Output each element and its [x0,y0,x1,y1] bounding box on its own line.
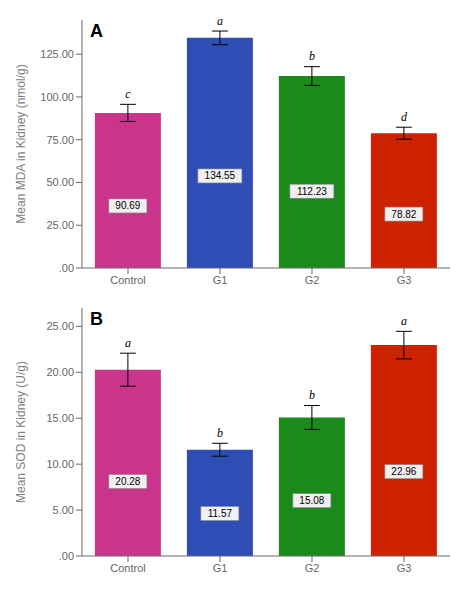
svg-text:Mean MDA in Kidney (nmol/g): Mean MDA in Kidney (nmol/g) [14,64,28,223]
svg-text:b: b [309,388,315,402]
svg-text:b: b [217,426,223,440]
svg-text:25.00: 25.00 [46,219,74,231]
svg-text:5.00: 5.00 [53,504,74,516]
svg-text:Control: Control [110,562,145,574]
svg-text:G1: G1 [213,562,228,574]
svg-text:78.82: 78.82 [391,209,416,220]
svg-text:Mean SOD in Kidney (U/g): Mean SOD in Kidney (U/g) [14,361,28,503]
svg-text:112.23: 112.23 [297,186,327,197]
svg-text:20.28: 20.28 [115,476,140,487]
svg-text:Control: Control [110,274,145,286]
svg-text:20.00: 20.00 [46,366,74,378]
svg-text:125.00: 125.00 [40,48,74,60]
svg-text:50.00: 50.00 [46,176,74,188]
html-text:B: B [90,309,103,329]
svg-text:134.55: 134.55 [205,170,236,181]
svg-text:100.00: 100.00 [40,91,74,103]
svg-text:G3: G3 [397,562,412,574]
svg-text:75.00: 75.00 [46,134,74,146]
svg-text:a: a [401,314,407,328]
svg-text:a: a [125,336,131,350]
svg-text:15.08: 15.08 [299,495,324,506]
svg-text:90.69: 90.69 [115,200,140,211]
svg-text:.00: .00 [59,262,74,274]
svg-text:22.96: 22.96 [391,466,416,477]
svg-text:10.00: 10.00 [46,458,74,470]
svg-text:G2: G2 [305,562,320,574]
svg-text:.00: .00 [59,550,74,562]
svg-text:11.57: 11.57 [208,508,233,519]
svg-text:a: a [217,14,223,28]
svg-text:G1: G1 [213,274,228,286]
html-text:A: A [90,21,103,41]
svg-text:G3: G3 [397,274,412,286]
svg-text:G2: G2 [305,274,320,286]
svg-text:15.00: 15.00 [46,412,74,424]
svg-text:25.00: 25.00 [46,320,74,332]
svg-text:c: c [125,87,131,101]
svg-text:b: b [309,49,315,63]
svg-text:d: d [401,110,408,124]
